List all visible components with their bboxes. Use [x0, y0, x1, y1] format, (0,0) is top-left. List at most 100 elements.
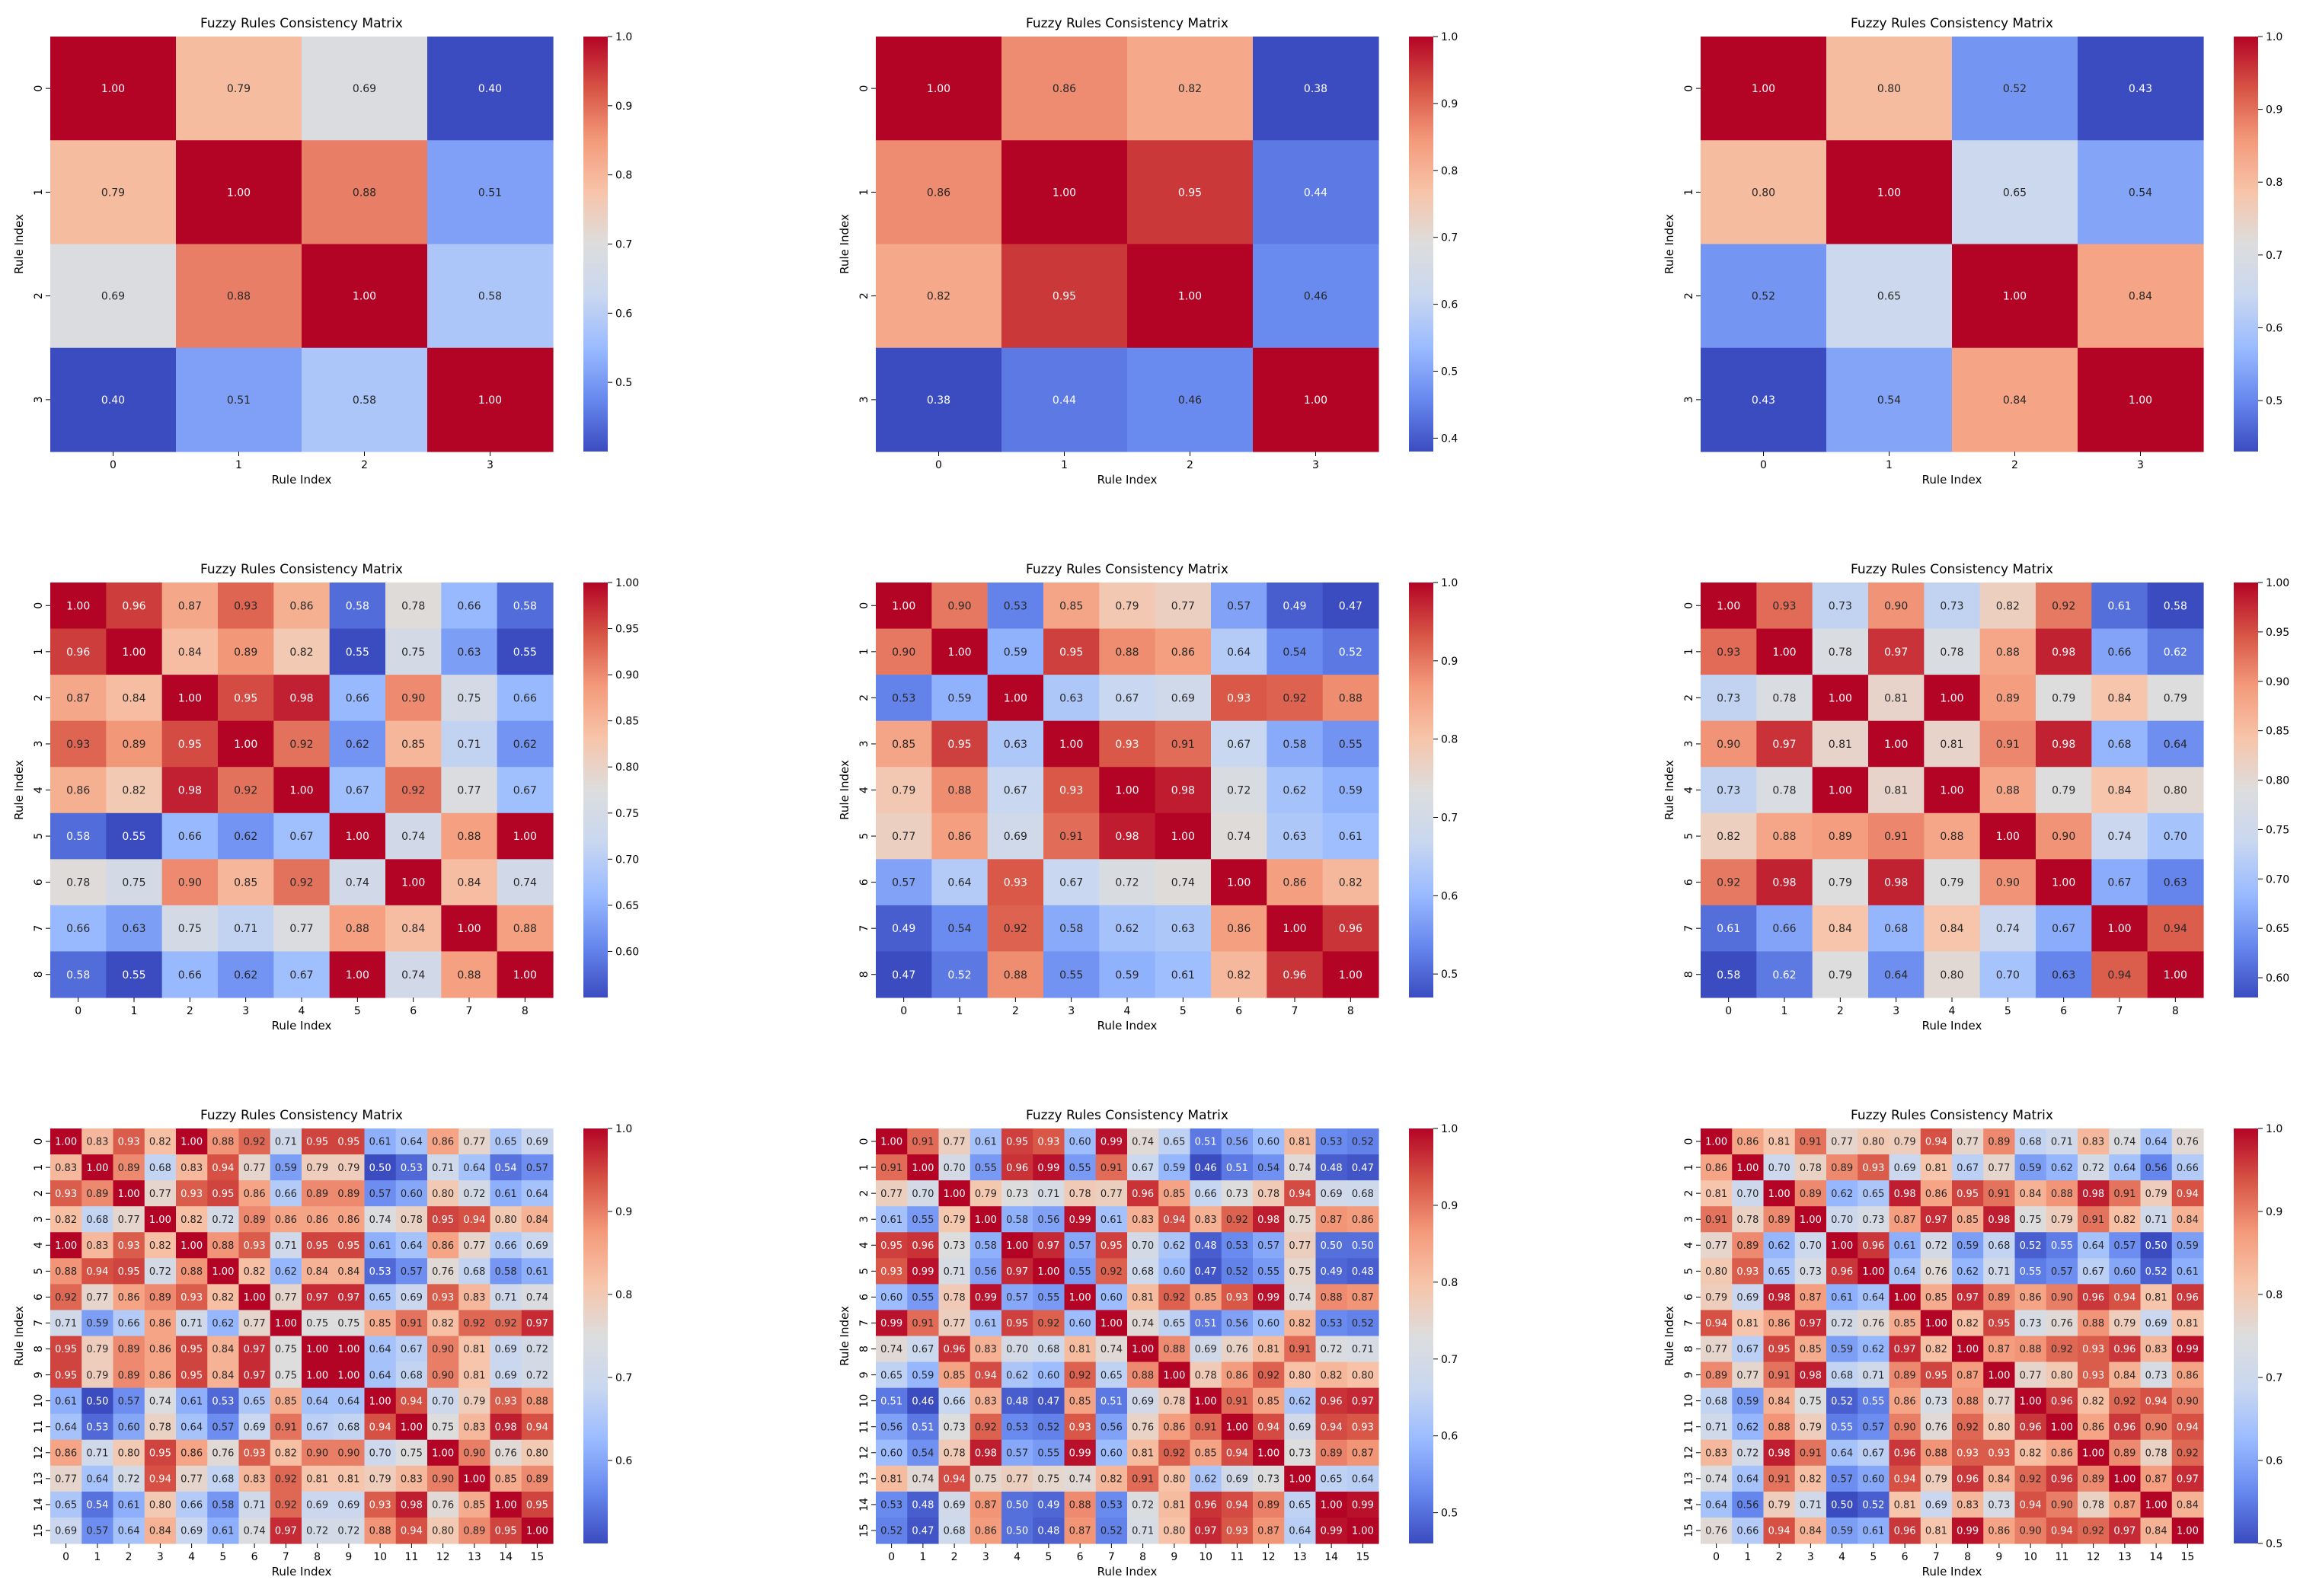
x-tick-label: 3 — [242, 1005, 249, 1017]
heatmap-cell — [113, 1517, 145, 1544]
cell-value-label: 0.92 — [1957, 1422, 1979, 1433]
y-axis-label: Rule Index — [1663, 760, 1676, 820]
heatmap-cell — [333, 1180, 366, 1207]
heatmap-cell — [1001, 1361, 1033, 1389]
cell-value-label: 0.52 — [1226, 1266, 1248, 1278]
heatmap-cell — [970, 1128, 1002, 1155]
cell-value-label: 0.89 — [1705, 1370, 1727, 1381]
heatmap-cell — [1920, 1310, 1953, 1337]
x-tick-label: 7 — [1292, 1005, 1299, 1017]
heatmap-cell — [1315, 1361, 1348, 1389]
cell-value-label: 1.00 — [1115, 785, 1139, 797]
heatmap-cell — [1315, 1128, 1348, 1155]
heatmap-cell — [2091, 720, 2148, 768]
cell-value-label: 0.46 — [1304, 291, 1327, 303]
colorbar-tick-label: 0.70 — [615, 854, 639, 866]
heatmap-cell — [1701, 1128, 1733, 1155]
heatmap-cell — [106, 767, 163, 814]
cell-value-label: 0.92 — [401, 785, 425, 797]
heatmap-cell — [1732, 1128, 1765, 1155]
cell-value-label: 0.52 — [1100, 1526, 1123, 1537]
cell-value-label: 0.50 — [1352, 1240, 1374, 1252]
cell-value-label: 0.87 — [1321, 1215, 1343, 1226]
heatmap-cell — [238, 1180, 271, 1207]
cell-value-label: 0.68 — [1037, 1344, 1059, 1355]
cell-value-label: 0.84 — [1768, 1396, 1790, 1407]
cell-value-label: 0.74 — [346, 877, 369, 889]
cell-value-label: 0.69 — [495, 1344, 517, 1355]
cell-value-label: 0.96 — [1006, 1163, 1028, 1174]
heatmap-cell — [458, 1154, 491, 1181]
colorbar-tick-label: 0.75 — [615, 808, 639, 820]
heatmap-cell — [907, 1258, 940, 1285]
cell-value-label: 0.93 — [244, 1240, 266, 1252]
heatmap-cell — [50, 812, 107, 860]
cell-value-label: 0.55 — [2020, 1266, 2042, 1278]
cell-value-label: 0.86 — [1226, 1370, 1248, 1381]
heatmap-cell — [876, 37, 1002, 141]
cell-value-label: 0.86 — [149, 1318, 171, 1329]
heatmap-cell — [1763, 1258, 1796, 1285]
cell-value-label: 0.58 — [346, 600, 369, 612]
cell-value-label: 0.74 — [1171, 877, 1195, 889]
heatmap-cell — [1158, 1336, 1191, 1363]
heatmap-cell — [1983, 1180, 2016, 1207]
x-tick-label: 14 — [499, 1551, 513, 1563]
cell-value-label: 0.62 — [1289, 1396, 1311, 1407]
cell-value-label: 0.82 — [122, 785, 145, 797]
heatmap-cell — [1267, 905, 1324, 953]
cell-value-label: 0.64 — [1831, 1448, 1853, 1459]
heatmap-cell — [1983, 1387, 2016, 1415]
cell-value-label: 0.48 — [1352, 1266, 1374, 1278]
cell-value-label: 0.57 — [1006, 1448, 1028, 1459]
cell-value-label: 0.80 — [1862, 1137, 1884, 1148]
cell-value-label: 0.53 — [401, 1163, 423, 1174]
heatmap-cell — [876, 140, 1002, 245]
heatmap-cell — [1284, 1284, 1317, 1311]
cell-value-label: 0.56 — [1226, 1137, 1248, 1148]
heatmap-cell — [1701, 1310, 1733, 1337]
heatmap-cell — [1701, 1413, 1733, 1441]
cell-value-label: 0.74 — [401, 831, 425, 843]
heatmap-cell — [161, 628, 219, 675]
heatmap-cell — [490, 1491, 522, 1518]
cell-value-label: 1.00 — [1940, 785, 1963, 797]
cell-value-label: 0.69 — [526, 1240, 548, 1252]
cell-value-label: 0.96 — [66, 646, 90, 659]
cell-value-label: 0.64 — [86, 1474, 108, 1486]
cell-value-label: 0.71 — [495, 1292, 517, 1304]
cell-value-label: 0.62 — [513, 739, 537, 751]
heatmap-cell — [333, 1336, 366, 1363]
heatmap-cell — [1812, 905, 1869, 953]
heatmap-cell — [2109, 1517, 2142, 1544]
y-tick-label: 14 — [858, 1498, 870, 1511]
heatmap-cell — [1979, 905, 2036, 953]
cell-value-label: 0.55 — [1257, 1266, 1279, 1278]
cell-value-label: 0.62 — [1772, 969, 1796, 982]
heatmap-cell — [207, 1465, 240, 1492]
heatmap-cell — [364, 1413, 397, 1441]
cell-value-label: 0.58 — [513, 600, 537, 612]
heatmap-cell — [1756, 675, 1813, 722]
cell-value-label: 0.93 — [1988, 1448, 2010, 1459]
cell-value-label: 1.00 — [1006, 1240, 1028, 1252]
cell-value-label: 0.85 — [1257, 1396, 1279, 1407]
cell-value-label: 0.82 — [927, 291, 950, 303]
cell-value-label: 0.89 — [118, 1344, 140, 1355]
cell-value-label: 0.55 — [122, 831, 145, 843]
cell-value-label: 1.00 — [244, 1292, 266, 1304]
heatmap-cell — [1794, 1180, 1827, 1207]
cell-value-label: 0.79 — [86, 1370, 108, 1381]
cell-value-label: 1.00 — [2113, 1474, 2135, 1486]
cell-value-label: 0.76 — [1925, 1266, 1947, 1278]
x-tick-label: 14 — [2149, 1551, 2163, 1563]
cell-value-label: 0.91 — [912, 1318, 934, 1329]
cell-value-label: 1.00 — [2177, 1526, 2199, 1537]
cell-value-label: 0.55 — [122, 969, 145, 982]
cell-value-label: 0.88 — [55, 1266, 77, 1278]
cell-value-label: 0.87 — [1352, 1448, 1374, 1459]
heatmap-cell — [81, 1465, 114, 1492]
heatmap-cell — [50, 1413, 82, 1441]
